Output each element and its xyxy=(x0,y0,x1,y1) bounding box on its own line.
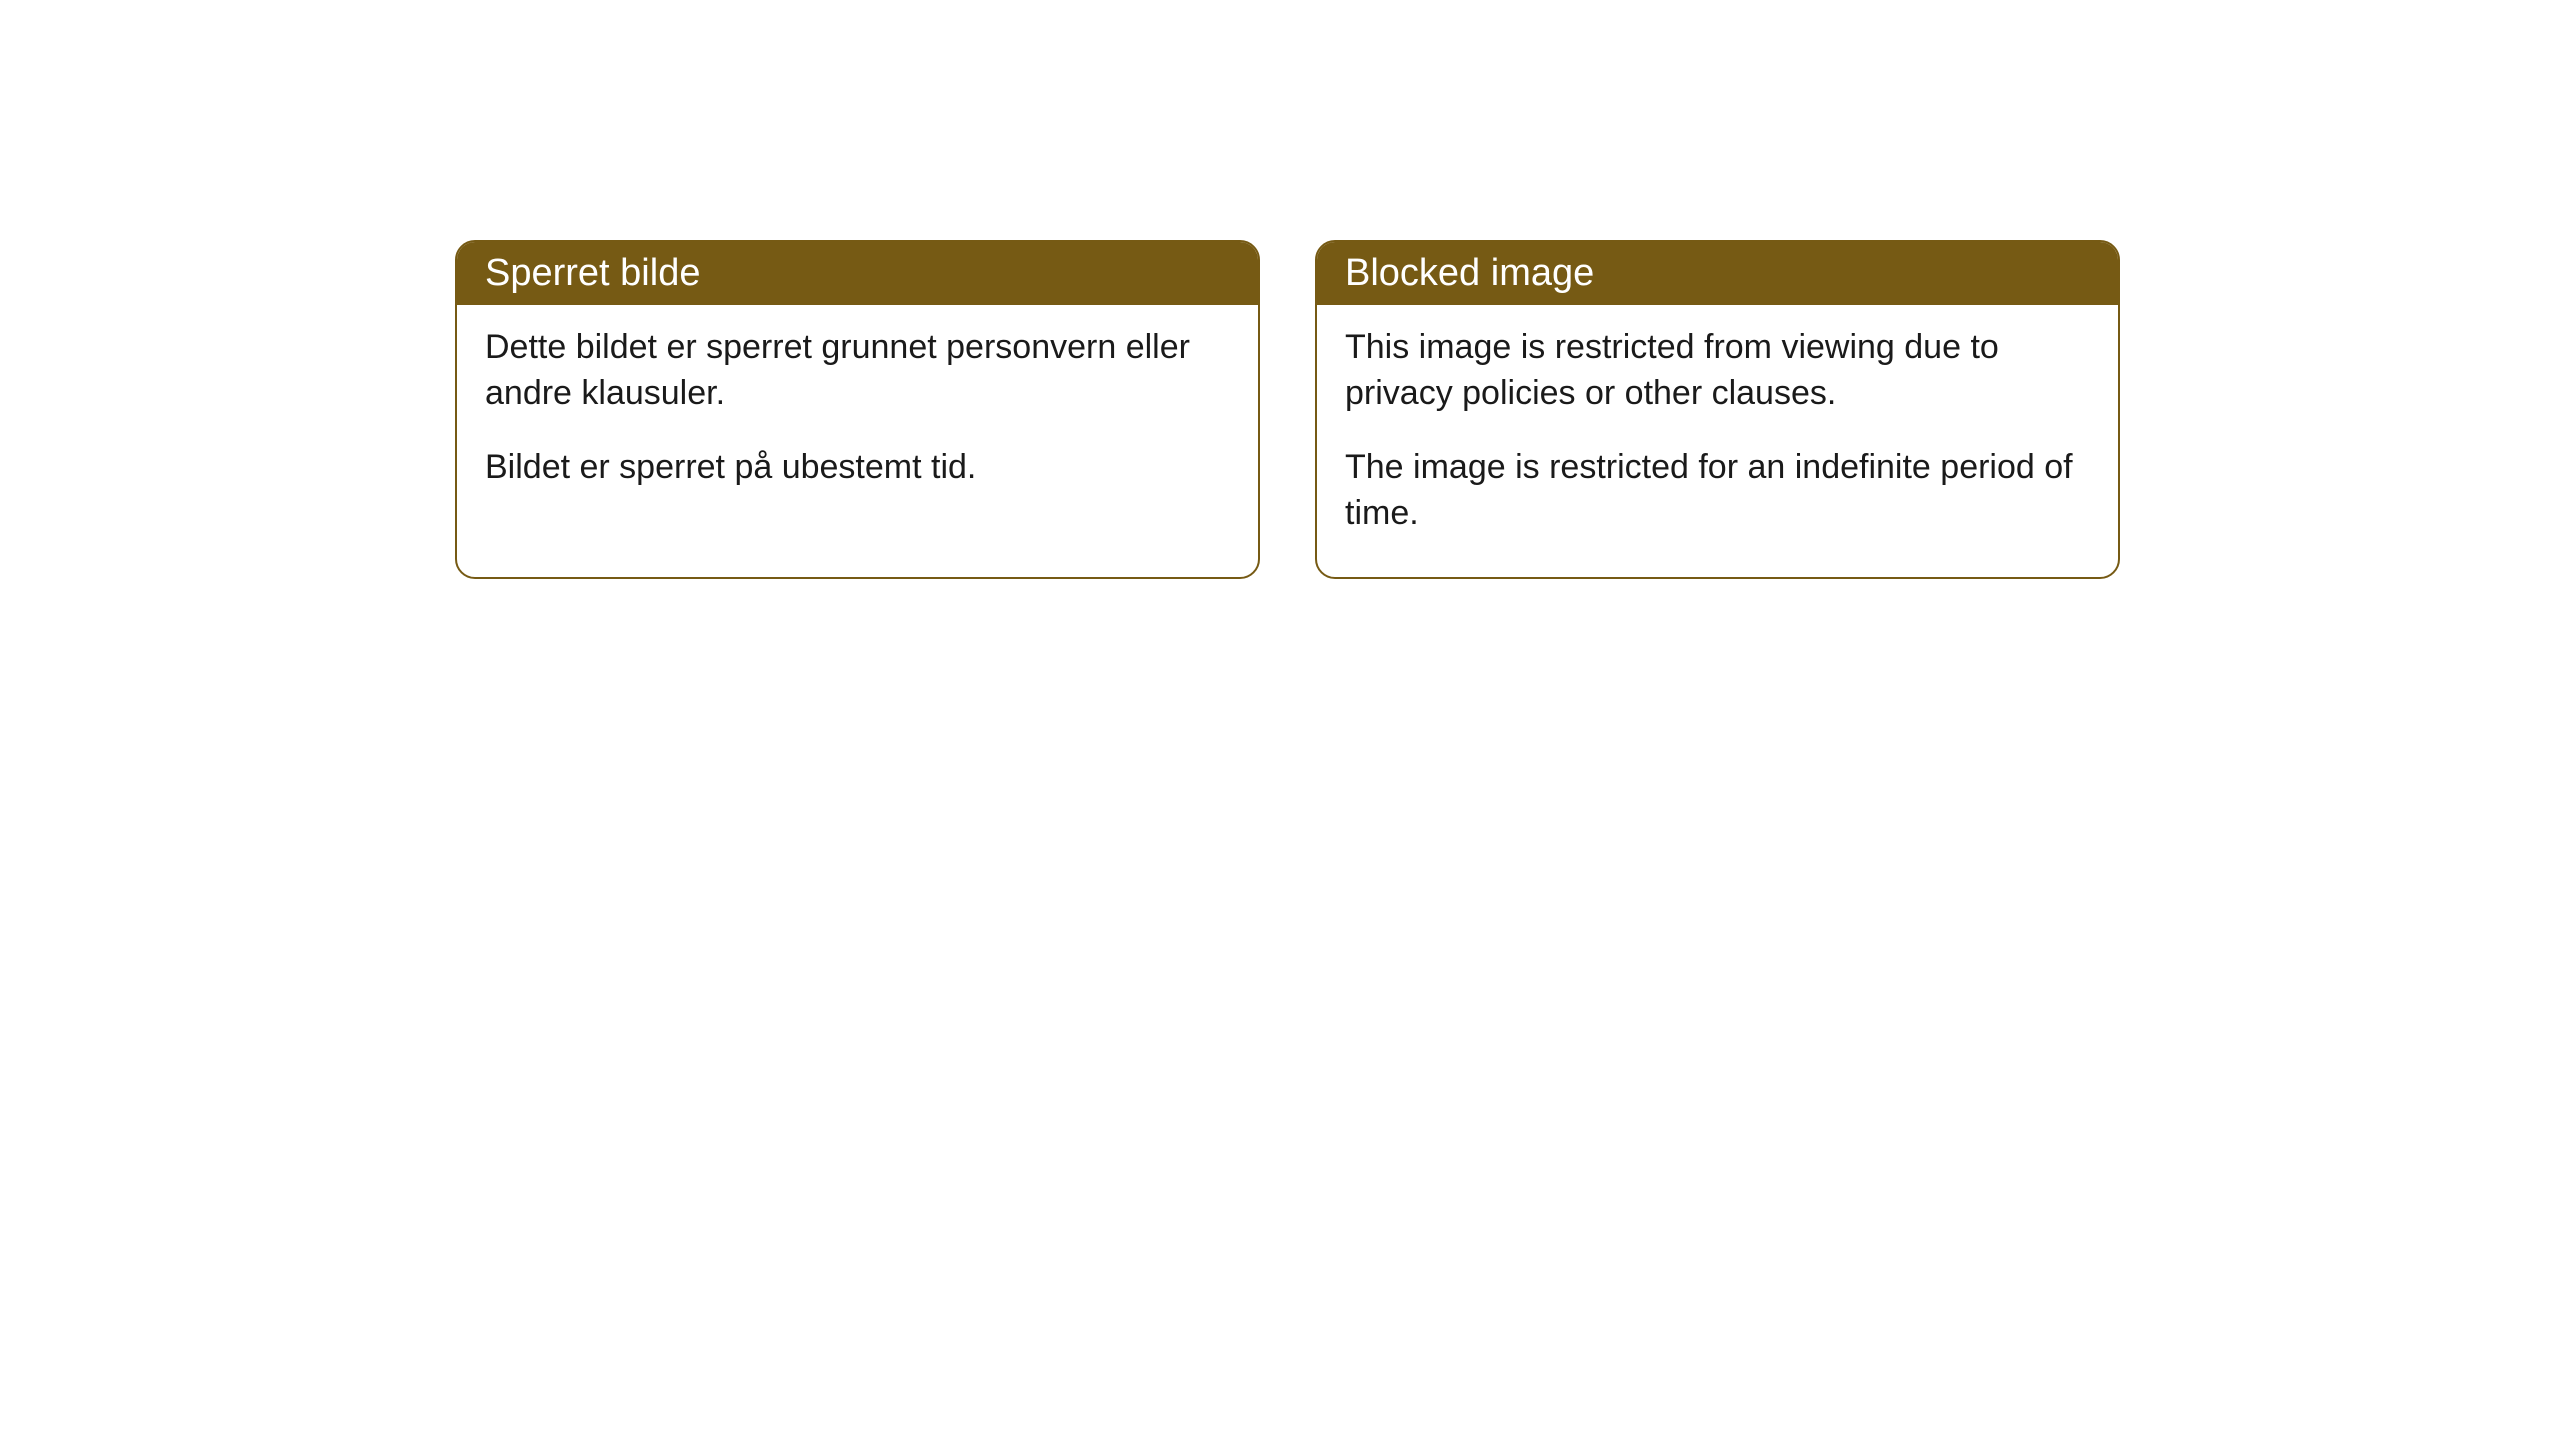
card-body: This image is restricted from viewing du… xyxy=(1317,305,2118,577)
card-paragraph: Bildet er sperret på ubestemt tid. xyxy=(485,445,1230,491)
notice-cards-container: Sperret bilde Dette bildet er sperret gr… xyxy=(455,240,2120,579)
card-paragraph: This image is restricted from viewing du… xyxy=(1345,325,2090,417)
card-paragraph: The image is restricted for an indefinit… xyxy=(1345,445,2090,537)
card-title: Blocked image xyxy=(1345,252,1594,294)
card-body: Dette bildet er sperret grunnet personve… xyxy=(457,305,1258,531)
blocked-image-card-english: Blocked image This image is restricted f… xyxy=(1315,240,2120,579)
card-paragraph: Dette bildet er sperret grunnet personve… xyxy=(485,325,1230,417)
card-header: Sperret bilde xyxy=(457,242,1258,305)
card-header: Blocked image xyxy=(1317,242,2118,305)
blocked-image-card-norwegian: Sperret bilde Dette bildet er sperret gr… xyxy=(455,240,1260,579)
card-title: Sperret bilde xyxy=(485,252,700,294)
